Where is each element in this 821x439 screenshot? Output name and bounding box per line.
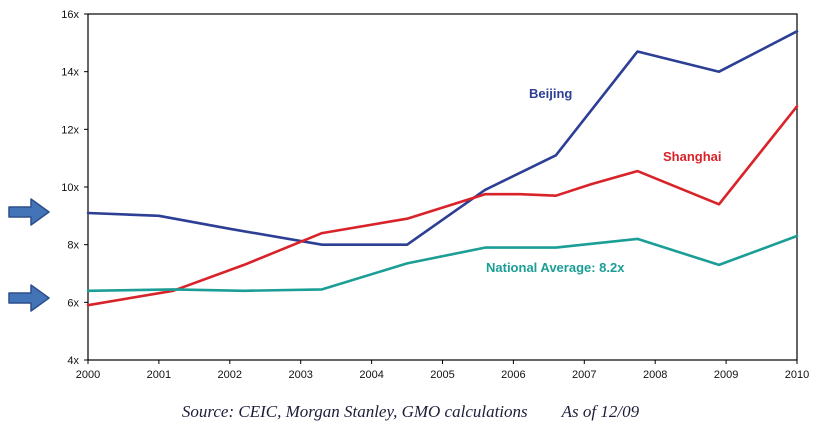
blue-arrow-icon-upper <box>8 198 50 226</box>
source-line: Source: CEIC, Morgan Stanley, GMO calcul… <box>0 402 821 422</box>
y-tick-label: 6x <box>67 297 79 309</box>
y-tick-label: 10x <box>61 182 79 194</box>
x-tick-label: 2007 <box>572 369 596 381</box>
as-of-text: As of 12/09 <box>561 402 640 421</box>
x-tick-label: 2008 <box>643 369 667 381</box>
x-tick-label: 2002 <box>218 369 242 381</box>
x-tick-label: 2001 <box>147 369 171 381</box>
x-tick-label: 2004 <box>359 369 383 381</box>
series-label-national-average: National Average: 8.2x <box>486 260 625 275</box>
arrow-shape <box>8 284 50 312</box>
y-tick-label: 12x <box>61 124 79 136</box>
source-text: Source: CEIC, Morgan Stanley, GMO calcul… <box>181 402 528 421</box>
series-label-beijing: Beijing <box>529 86 573 101</box>
series-line-shanghai <box>86 105 799 307</box>
x-tick-label: 2009 <box>714 369 738 381</box>
x-tick-label: 2005 <box>430 369 454 381</box>
blue-arrow-icon-lower <box>8 284 50 312</box>
x-tick-label: 2003 <box>288 369 312 381</box>
series-line-national-average <box>86 234 799 293</box>
x-tick-label: 2006 <box>501 369 525 381</box>
y-tick-label: 8x <box>67 240 79 252</box>
y-tick-label: 16x <box>61 9 79 21</box>
y-tick-label: 4x <box>67 355 79 367</box>
arrow-shape <box>8 198 50 226</box>
x-tick-label: 2000 <box>76 369 100 381</box>
series-line-beijing <box>86 29 799 246</box>
x-tick-label: 2010 <box>785 369 809 381</box>
y-tick-label: 14x <box>61 67 79 79</box>
series-label-shanghai: Shanghai <box>663 149 722 164</box>
